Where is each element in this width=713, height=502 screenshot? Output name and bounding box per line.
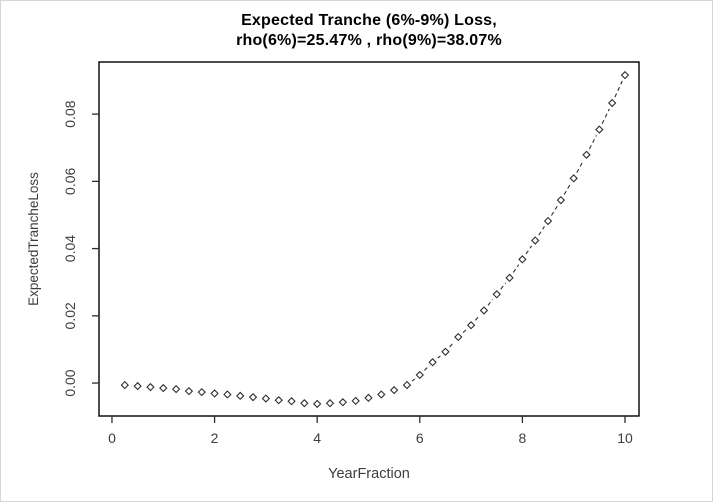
series-dash-segment [563, 183, 571, 195]
y-axis-label: ExpectedTrancheLoss [26, 172, 41, 306]
series-dash-segment [538, 226, 545, 236]
data-point-marker [223, 390, 232, 399]
series-dash-segment [437, 355, 441, 359]
data-point-marker [171, 384, 181, 394]
data-point-marker [466, 321, 476, 330]
series-dash-segment [462, 329, 467, 334]
data-point-marker [428, 358, 437, 367]
series-dash-segment [487, 299, 494, 306]
data-point-marker [415, 370, 424, 380]
data-point-marker [454, 332, 463, 342]
data-point-marker [248, 392, 258, 402]
x-tick-label: 4 [313, 430, 321, 446]
chart-title-line1: Expected Tranche (6%-9%) Loss, [241, 12, 497, 29]
data-point-marker [184, 386, 194, 396]
series-dash-segment [512, 264, 520, 273]
data-point-marker [569, 174, 578, 183]
series-dash-segment [576, 160, 584, 173]
data-point-marker [300, 399, 309, 408]
series-dash-segment [588, 135, 597, 150]
data-point-marker [325, 399, 335, 408]
x-tick-label: 8 [518, 430, 526, 446]
data-point-marker [313, 399, 322, 409]
data-point-marker [595, 125, 604, 134]
data-point-marker [120, 380, 129, 390]
data-point-marker [607, 98, 617, 108]
y-tick-label: 0.02 [62, 302, 78, 329]
series-dash-segment [474, 314, 481, 321]
data-point-marker [556, 195, 566, 205]
x-tick-label: 10 [617, 430, 633, 446]
data-point-marker [479, 306, 489, 315]
data-point-marker [133, 381, 142, 391]
data-point-marker [287, 397, 296, 406]
data-point-marker [210, 389, 219, 398]
data-point-marker [236, 391, 245, 401]
data-point-marker [338, 398, 348, 407]
chart-title: Expected Tranche (6%-9%) Loss, rho(6%)=2… [99, 11, 639, 51]
plot-box [98, 61, 640, 417]
data-point-marker [261, 394, 271, 403]
data-point-marker [582, 150, 591, 159]
data-point-marker [518, 255, 527, 264]
series-dash-segment [614, 80, 623, 98]
y-tick-label: 0.06 [62, 168, 78, 195]
data-point-marker [389, 385, 399, 395]
data-point-marker [543, 216, 553, 226]
data-point-marker [377, 390, 386, 399]
data-point-marker [146, 382, 155, 392]
data-point-marker [274, 396, 283, 405]
x-axis-label: YearFraction [328, 466, 410, 482]
data-point-marker [159, 383, 168, 393]
data-point-marker [351, 396, 360, 406]
data-point-marker [620, 70, 630, 80]
x-tick-label: 0 [108, 430, 116, 446]
chart-title-line2: rho(6%)=25.47% , rho(9%)=38.07% [236, 32, 502, 49]
y-tick-label: 0.00 [62, 369, 78, 396]
series-dash-segment [424, 366, 429, 371]
x-tick-label: 2 [211, 430, 219, 446]
series-dash-segment [601, 108, 610, 124]
data-point-marker [492, 290, 501, 299]
series-dash-segment [449, 341, 455, 348]
series-dash-segment [500, 282, 507, 290]
data-point-marker [402, 380, 412, 390]
data-point-marker [197, 387, 206, 397]
data-point-marker [441, 347, 450, 356]
x-tick-label: 6 [416, 430, 424, 446]
y-tick-label: 0.04 [62, 235, 78, 262]
series-dash-segment [411, 378, 416, 382]
data-point-marker [531, 236, 540, 245]
y-tick-label: 0.08 [62, 100, 78, 127]
series-dash-segment [525, 245, 533, 255]
data-point-marker [505, 273, 514, 283]
data-point-marker [364, 393, 373, 403]
series-dash-segment [550, 205, 558, 216]
